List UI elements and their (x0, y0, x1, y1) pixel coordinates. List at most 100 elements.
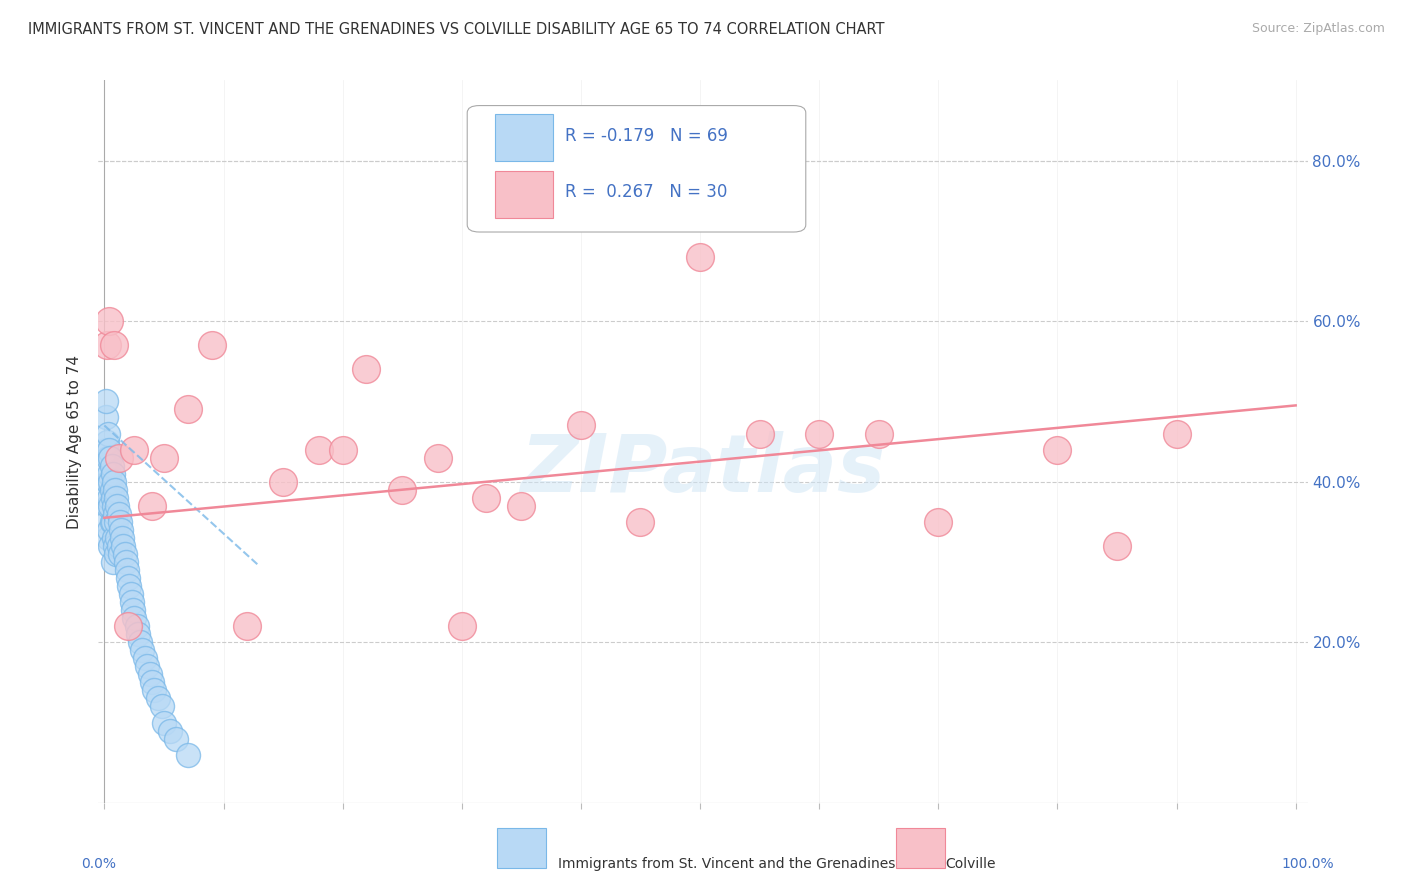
Point (689, 250, 711, 264)
Point (131, 643, 153, 657)
Point (98, 450, 121, 465)
Point (1105, 539, 1128, 553)
Point (748, 426, 770, 441)
Point (868, 426, 890, 441)
Point (177, 402, 200, 417)
Point (141, 499, 163, 513)
Point (569, 418, 592, 433)
Point (104, 507, 127, 521)
Point (108, 547, 131, 561)
Point (121, 595, 143, 609)
Point (97, 531, 120, 545)
Point (177, 747, 200, 762)
Point (98, 467, 121, 481)
Point (115, 563, 138, 577)
FancyBboxPatch shape (467, 105, 806, 232)
Point (332, 442, 354, 457)
Point (104, 539, 127, 553)
Point (107, 539, 129, 553)
Point (100, 515, 122, 529)
Point (94, 442, 117, 457)
FancyBboxPatch shape (897, 828, 945, 868)
Point (105, 491, 128, 505)
Point (98, 523, 121, 537)
FancyBboxPatch shape (495, 170, 553, 218)
Point (101, 515, 124, 529)
Point (114, 547, 136, 561)
Text: Immigrants from St. Vincent and the Grenadines: Immigrants from St. Vincent and the Gren… (558, 857, 896, 871)
Point (98, 539, 121, 553)
Point (103, 338, 125, 352)
Point (165, 731, 187, 746)
Point (159, 723, 181, 738)
Text: ZIPatlas: ZIPatlas (520, 432, 886, 509)
Point (107, 531, 129, 545)
Point (104, 483, 127, 497)
Point (107, 499, 129, 513)
Point (308, 442, 330, 457)
FancyBboxPatch shape (495, 114, 553, 161)
Point (141, 675, 163, 690)
Point (146, 691, 169, 706)
Point (356, 362, 378, 376)
Point (117, 619, 139, 633)
Point (96, 515, 118, 529)
Point (1046, 442, 1069, 457)
Point (927, 515, 949, 529)
Point (97, 450, 120, 465)
Text: IMMIGRANTS FROM ST. VINCENT AND THE GRENADINES VS COLVILLE DISABILITY AGE 65 TO : IMMIGRANTS FROM ST. VINCENT AND THE GREN… (28, 22, 884, 37)
Point (122, 603, 145, 617)
Point (105, 515, 128, 529)
Text: R =  0.267   N = 30: R = 0.267 N = 30 (565, 183, 727, 202)
Point (97, 426, 120, 441)
Point (103, 531, 125, 545)
Point (94, 410, 117, 425)
Point (107, 450, 129, 465)
Point (100, 483, 122, 497)
Point (110, 523, 132, 537)
Point (236, 619, 259, 633)
FancyBboxPatch shape (498, 828, 546, 868)
Point (134, 651, 156, 665)
Point (474, 491, 496, 505)
Point (98, 475, 121, 489)
Point (105, 547, 128, 561)
Point (96, 458, 118, 473)
Point (103, 499, 125, 513)
Point (100, 458, 122, 473)
Text: 100.0%: 100.0% (1281, 857, 1334, 871)
Point (122, 611, 145, 625)
Point (96, 434, 118, 449)
Point (98, 491, 121, 505)
Text: 0.0%: 0.0% (82, 857, 115, 871)
Point (129, 635, 152, 649)
Point (108, 515, 131, 529)
Point (111, 531, 134, 545)
Point (426, 450, 449, 465)
Text: Source: ZipAtlas.com: Source: ZipAtlas.com (1251, 22, 1385, 36)
Point (97, 475, 120, 489)
Point (138, 667, 160, 681)
Point (510, 499, 533, 513)
Point (103, 475, 125, 489)
Point (630, 515, 652, 529)
Text: R = -0.179   N = 69: R = -0.179 N = 69 (565, 127, 728, 145)
Point (112, 539, 135, 553)
Point (125, 619, 148, 633)
Point (808, 426, 831, 441)
Point (1166, 426, 1188, 441)
Y-axis label: Disability Age 65 to 74: Disability Age 65 to 74 (67, 354, 83, 529)
Point (96, 394, 118, 409)
Point (98, 442, 121, 457)
Point (127, 627, 149, 641)
Point (114, 555, 136, 569)
Point (97, 499, 120, 513)
Point (391, 483, 413, 497)
Point (136, 659, 159, 673)
Text: Colville: Colville (945, 857, 995, 871)
Point (153, 715, 176, 730)
Point (150, 699, 173, 714)
Point (96, 338, 118, 352)
Point (122, 442, 145, 457)
Point (107, 507, 129, 521)
